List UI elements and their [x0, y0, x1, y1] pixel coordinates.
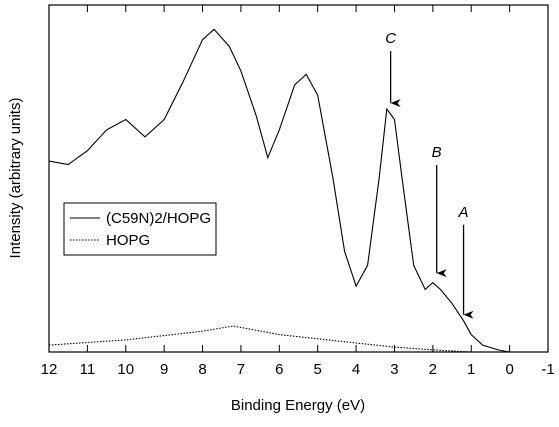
x-tick-label: 8	[198, 361, 206, 378]
x-tick-label: 3	[390, 361, 398, 378]
x-tick-label: 9	[160, 361, 168, 378]
plot-frame	[48, 4, 549, 353]
x-tick-label: -1	[541, 361, 554, 378]
y-axis-label: Intensity (arbitrary units)	[7, 98, 24, 259]
annotation-label: C	[385, 30, 396, 47]
x-tick-label: 11	[80, 361, 96, 378]
x-tick-label: 12	[41, 361, 58, 378]
x-tick-label: 1	[467, 361, 475, 378]
series-line	[48, 325, 510, 353]
legend-label: (C59N)2/HOPG	[106, 210, 211, 227]
x-tick-label: 4	[352, 361, 360, 378]
legend-label: HOPG	[106, 232, 150, 249]
legend-box	[63, 202, 217, 256]
x-tick-label: 0	[505, 361, 513, 378]
x-tick-label: 2	[429, 361, 437, 378]
x-axis-label: Binding Energy (eV)	[231, 397, 365, 414]
x-tick-label: 6	[275, 361, 283, 378]
x-tick-label: 5	[314, 361, 322, 378]
series-line	[48, 28, 510, 353]
x-tick-label: 10	[117, 361, 134, 378]
annotation-label: A	[458, 204, 469, 221]
annotation-label: B	[432, 144, 442, 161]
x-tick-label: 7	[237, 361, 245, 378]
